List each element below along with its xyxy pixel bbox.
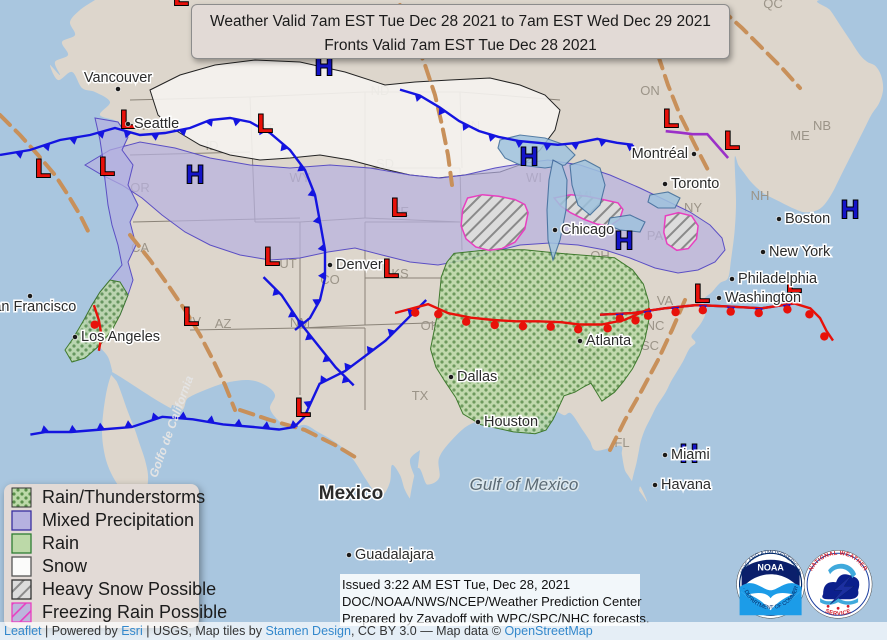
svg-text:Gulf of Mexico: Gulf of Mexico: [470, 475, 579, 494]
svg-text:L: L: [724, 127, 739, 155]
svg-text:L: L: [391, 194, 406, 222]
svg-text:Washington: Washington: [725, 290, 801, 306]
svg-text:ME: ME: [790, 128, 810, 143]
svg-text:L: L: [99, 153, 114, 181]
svg-text:Guadalajara: Guadalajara: [355, 547, 435, 563]
svg-text:H: H: [520, 143, 538, 171]
svg-text:Chicago: Chicago: [561, 222, 614, 238]
svg-text:Denver: Denver: [336, 257, 383, 273]
svg-text:Havana: Havana: [661, 477, 712, 493]
svg-text:L: L: [35, 155, 50, 183]
svg-text:L: L: [383, 255, 398, 283]
svg-text:San Francisco: San Francisco: [0, 299, 76, 315]
svg-text:NH: NH: [751, 188, 770, 203]
svg-text:Seattle: Seattle: [134, 116, 179, 132]
svg-text:L: L: [183, 303, 198, 331]
svg-text:Houston: Houston: [484, 414, 538, 430]
svg-text:Atlanta: Atlanta: [586, 333, 632, 349]
svg-text:Boston: Boston: [785, 211, 830, 227]
svg-text:Dallas: Dallas: [457, 369, 497, 385]
svg-text:VA: VA: [657, 293, 674, 308]
svg-text:Vancouver: Vancouver: [84, 70, 152, 86]
svg-text:Montréal: Montréal: [632, 146, 688, 162]
svg-text:Miami: Miami: [671, 447, 710, 463]
svg-text:Los Angeles: Los Angeles: [81, 329, 160, 345]
svg-text:H: H: [186, 161, 204, 189]
svg-text:L: L: [173, 0, 188, 11]
svg-text:H: H: [841, 196, 859, 224]
svg-text:New York: New York: [769, 244, 831, 260]
svg-text:Mexico: Mexico: [319, 483, 383, 504]
svg-text:L: L: [295, 394, 310, 422]
svg-text:Philadelphia: Philadelphia: [738, 271, 818, 287]
svg-text:Toronto: Toronto: [671, 176, 719, 192]
svg-text:L: L: [694, 280, 709, 308]
svg-text:L: L: [257, 110, 272, 138]
svg-text:H: H: [615, 227, 633, 255]
svg-text:NB: NB: [813, 118, 831, 133]
svg-text:TX: TX: [412, 388, 429, 403]
svg-text:L: L: [663, 105, 678, 133]
svg-text:ON: ON: [640, 83, 660, 98]
svg-text:AZ: AZ: [215, 316, 232, 331]
svg-text:QC: QC: [763, 0, 783, 11]
svg-text:L: L: [264, 243, 279, 271]
